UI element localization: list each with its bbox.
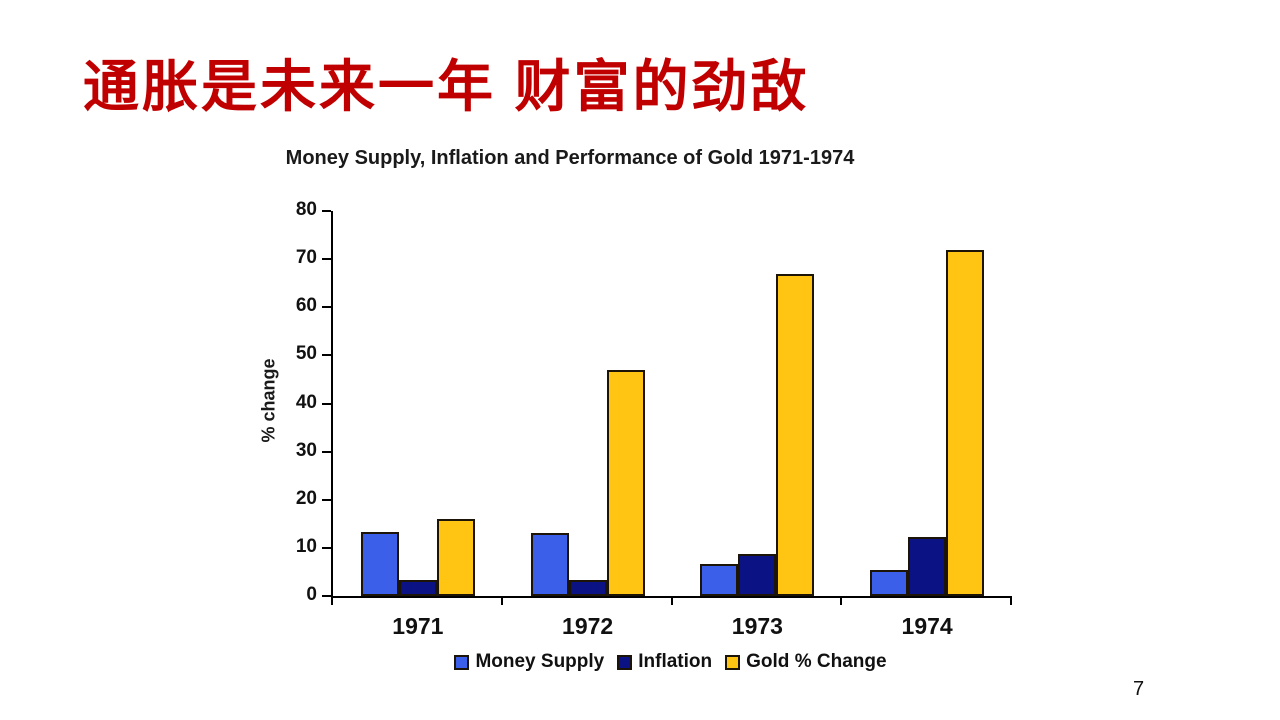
bar-money-supply-1971 xyxy=(360,531,399,596)
y-axis-tick-30 xyxy=(322,450,331,453)
bar-inflation-1974 xyxy=(908,536,947,596)
y-axis-tick-label-30: 30 xyxy=(295,439,317,461)
x-axis-label-1971: 1971 xyxy=(392,613,444,639)
x-axis-label-1972: 1972 xyxy=(562,613,614,639)
legend-swatch-money-supply xyxy=(454,654,470,670)
y-axis-tick-label-70: 70 xyxy=(295,247,317,269)
legend: Money Supply Inflation Gold % Change xyxy=(331,651,1010,673)
x-axis-tick-0 xyxy=(331,598,333,605)
y-axis-tick-label-40: 40 xyxy=(295,391,317,413)
y-axis-tick-50 xyxy=(322,354,331,357)
chart-title: Money Supply, Inflation and Performance … xyxy=(285,147,855,169)
y-axis-tick-label-20: 20 xyxy=(295,487,317,509)
legend-item-gold-change: Gold % Change xyxy=(725,651,887,673)
bar-gold-change-1974 xyxy=(946,249,985,596)
y-axis-tick-20 xyxy=(322,498,331,501)
x-axis-label-1973: 1973 xyxy=(731,613,783,639)
x-axis-label-1974: 1974 xyxy=(901,613,953,639)
bar-money-supply-1972 xyxy=(530,533,569,596)
bar-inflation-1973 xyxy=(738,553,777,596)
legend-swatch-inflation xyxy=(617,654,633,670)
legend-label-inflation: Inflation xyxy=(638,651,713,672)
legend-item-money-supply: Money Supply xyxy=(454,651,604,673)
bar-money-supply-1974 xyxy=(870,569,909,596)
legend-swatch-gold-change xyxy=(725,654,741,670)
plot-area: 0 10 20 30 40 50 60 70 80 1971 1972 1973 1974 xyxy=(296,199,1012,639)
y-axis-tick-60 xyxy=(322,306,331,309)
y-axis-tick-label-60: 60 xyxy=(295,295,317,317)
x-axis-tick-4 xyxy=(1010,598,1012,605)
y-axis-tick-label-50: 50 xyxy=(295,343,317,365)
y-axis-tick-80 xyxy=(322,210,331,212)
legend-label-money-supply: Money Supply xyxy=(475,651,605,672)
legend-item-inflation: Inflation xyxy=(617,651,712,673)
x-axis-tick-2 xyxy=(670,598,673,605)
y-axis-tick-label-0: 0 xyxy=(306,584,317,605)
slide-title: 通胀是未来一年 财富的劲敌 xyxy=(83,55,810,118)
y-axis-tick-label-10: 10 xyxy=(295,535,317,557)
x-axis-tick-1 xyxy=(500,598,503,605)
x-axis-tick-3 xyxy=(840,598,843,605)
y-axis-tick-70 xyxy=(322,258,331,261)
y-axis-tick-0 xyxy=(322,595,331,597)
bar-inflation-1971 xyxy=(398,580,437,596)
y-axis-tick-40 xyxy=(322,402,331,405)
bar-gold-change-1973 xyxy=(776,273,815,596)
legend-label-gold-change: Gold % Change xyxy=(746,651,887,672)
bar-gold-change-1971 xyxy=(436,519,475,596)
bar-money-supply-1973 xyxy=(700,564,739,596)
y-axis-tick-10 xyxy=(322,546,331,549)
y-axis-tick-label-80: 80 xyxy=(295,199,317,220)
bar-inflation-1972 xyxy=(568,579,607,596)
page-number: 7 xyxy=(1133,678,1145,700)
bar-gold-change-1972 xyxy=(606,369,645,596)
